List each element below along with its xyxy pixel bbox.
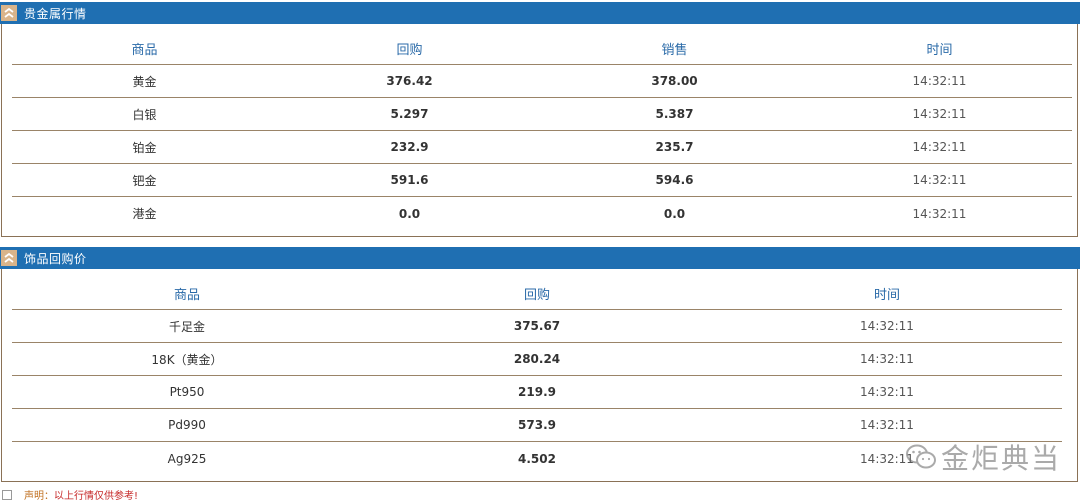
update-time: 14:32:11 (912, 173, 967, 187)
table-row: 黄金 376.42 378.00 14:32:11 (12, 65, 1072, 98)
sale-price: 594.6 (655, 173, 694, 187)
update-time: 14:32:11 (912, 107, 967, 121)
table-row: 铂金 232.9 235.7 14:32:11 (12, 131, 1072, 164)
column-header: 回购 (523, 287, 550, 303)
sale-price: 235.7 (655, 140, 694, 154)
table-header-row: 商品 回购 时间 (12, 277, 1062, 310)
jewelry-buyback-panel: 商品 回购 时间 千足金 375.67 14:32:11 18K（黄金） 280… (1, 269, 1078, 482)
buyback-price: 232.9 (390, 140, 429, 154)
buyback-price: 573.9 (518, 418, 556, 432)
table-row: 白银 5.297 5.387 14:32:11 (12, 98, 1072, 131)
buyback-price: 0.0 (398, 206, 421, 221)
update-time: 14:32:11 (860, 451, 914, 466)
table-row: Ag925 4.502 14:32:11 (12, 442, 1062, 475)
buyback-price: 219.9 (518, 385, 556, 399)
product-name: 18K（黄金） (151, 352, 223, 367)
buyback-price: 5.297 (390, 107, 429, 121)
product-name: 港金 (132, 207, 157, 221)
precious-metals-panel: 商品 回购 销售 时间 黄金 376.42 378.00 14:32:11 白银… (1, 24, 1078, 237)
chevron-icon (0, 2, 18, 24)
table-row: Pt950 219.9 14:32:11 (12, 376, 1062, 409)
product-name: Pd990 (168, 418, 206, 432)
product-name: Pt950 (169, 385, 205, 399)
column-header: 商品 (131, 42, 158, 58)
disclaimer-label: 声明： (24, 491, 54, 502)
disclaimer: 声明： 以上行情仅供参考! (2, 487, 138, 502)
product-name: Ag925 (167, 451, 207, 466)
update-time: 14:32:11 (912, 206, 967, 221)
buyback-price: 4.502 (518, 451, 556, 466)
update-time: 14:32:11 (860, 385, 914, 399)
chevron-icon (0, 247, 18, 269)
column-header: 回购 (396, 42, 423, 58)
section-title: 贵金属行情 (24, 6, 87, 21)
sale-price: 0.0 (663, 206, 686, 221)
section-title: 饰品回购价 (24, 251, 87, 266)
watermark: 金炬典当 (905, 437, 1061, 477)
column-header: 时间 (926, 42, 953, 58)
table-row: Pd990 573.9 14:32:11 (12, 409, 1062, 442)
table-header-row: 商品 回购 销售 时间 (12, 32, 1072, 65)
precious-metals-header: 贵金属行情 (0, 2, 1080, 24)
table-row: 18K（黄金） 280.24 14:32:11 (12, 343, 1062, 376)
checkbox[interactable] (2, 489, 12, 500)
column-header: 时间 (873, 287, 900, 303)
product-name: 钯金 (132, 173, 157, 188)
update-time: 14:32:11 (912, 74, 967, 88)
table-row: 港金 0.0 0.0 14:32:11 (12, 197, 1072, 230)
buyback-price: 375.67 (513, 319, 561, 333)
update-time: 14:32:11 (860, 418, 914, 432)
update-time: 14:32:11 (860, 319, 914, 333)
table-row: 千足金 375.67 14:32:11 (12, 310, 1062, 343)
column-header: 商品 (173, 287, 200, 303)
product-name: 铂金 (132, 140, 157, 155)
buyback-price: 280.24 (513, 352, 561, 366)
update-time: 14:32:11 (860, 352, 914, 366)
table-row: 钯金 591.6 594.6 14:32:11 (12, 164, 1072, 197)
buyback-price: 591.6 (390, 173, 429, 187)
product-name: 千足金 (168, 319, 205, 334)
watermark-text: 金炬典当 (941, 442, 1062, 475)
column-header: 销售 (661, 42, 688, 58)
update-time: 14:32:11 (912, 140, 967, 154)
buyback-price: 376.42 (386, 74, 433, 88)
jewelry-buyback-header: 饰品回购价 (0, 247, 1080, 269)
sale-price: 378.00 (651, 74, 698, 88)
product-name: 白银 (132, 107, 157, 122)
sale-price: 5.387 (655, 107, 694, 121)
precious-metals-table: 商品 回购 销售 时间 黄金 376.42 378.00 14:32:11 白银… (12, 32, 1072, 230)
jewelry-buyback-table: 商品 回购 时间 千足金 375.67 14:32:11 18K（黄金） 280… (12, 277, 1062, 475)
wechat-icon (906, 444, 936, 469)
product-name: 黄金 (132, 74, 157, 89)
disclaimer-text: 以上行情仅供参考! (54, 491, 139, 502)
